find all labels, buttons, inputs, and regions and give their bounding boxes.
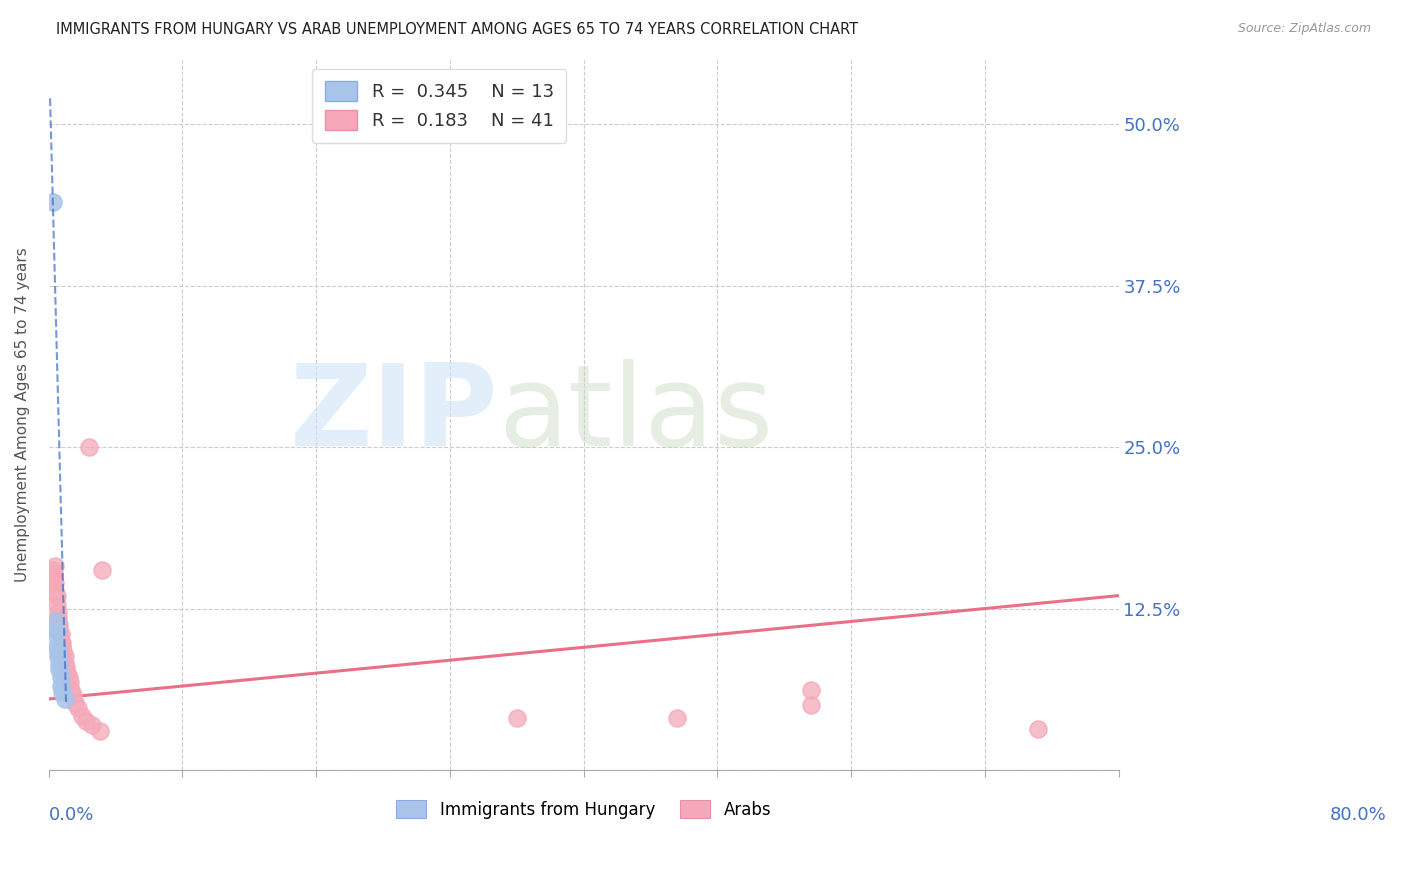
- Point: [46, 610, 69, 624]
- Point: [46, 644, 69, 658]
- Point: [51, 636, 73, 650]
- Point: [53, 649, 76, 664]
- Point: [62, 688, 84, 702]
- Point: [49, 670, 72, 684]
- Y-axis label: Unemployment Among Ages 65 to 74 years: Unemployment Among Ages 65 to 74 years: [15, 247, 30, 582]
- Text: atlas: atlas: [498, 359, 773, 470]
- Text: Source: ZipAtlas.com: Source: ZipAtlas.com: [1237, 22, 1371, 36]
- Point: [44, 615, 66, 629]
- Point: [1028, 722, 1050, 736]
- Point: [44, 584, 66, 599]
- Point: [60, 682, 83, 697]
- Point: [45, 589, 67, 603]
- Point: [53, 692, 76, 706]
- Point: [77, 440, 100, 454]
- Point: [45, 624, 67, 638]
- Point: [59, 675, 82, 690]
- Point: [56, 666, 79, 681]
- Point: [44, 627, 66, 641]
- Point: [70, 708, 93, 723]
- Point: [45, 640, 67, 655]
- Point: [506, 711, 529, 725]
- Point: [49, 627, 72, 641]
- Point: [800, 698, 823, 713]
- Point: [51, 685, 73, 699]
- Point: [75, 714, 97, 728]
- Point: [44, 575, 66, 590]
- Point: [80, 718, 103, 732]
- Point: [42, 572, 65, 586]
- Point: [48, 618, 70, 632]
- Point: [48, 662, 70, 676]
- Point: [800, 682, 823, 697]
- Point: [46, 649, 69, 664]
- Text: ZIP: ZIP: [290, 359, 498, 470]
- Text: IMMIGRANTS FROM HUNGARY VS ARAB UNEMPLOYMENT AMONG AGES 65 TO 74 YEARS CORRELATI: IMMIGRANTS FROM HUNGARY VS ARAB UNEMPLOY…: [56, 22, 859, 37]
- Point: [42, 194, 65, 209]
- Point: [42, 563, 65, 577]
- Point: [67, 701, 90, 715]
- Legend: Immigrants from Hungary, Arabs: Immigrants from Hungary, Arabs: [389, 794, 778, 826]
- Point: [52, 644, 75, 658]
- Point: [49, 633, 72, 648]
- Point: [91, 563, 114, 577]
- Point: [65, 696, 87, 710]
- Point: [51, 640, 73, 655]
- Point: [48, 624, 70, 638]
- Point: [52, 647, 75, 661]
- Point: [42, 566, 65, 581]
- Text: 80.0%: 80.0%: [1329, 805, 1386, 823]
- Point: [89, 724, 111, 739]
- Point: [666, 711, 689, 725]
- Point: [42, 575, 65, 590]
- Point: [49, 679, 72, 693]
- Point: [46, 606, 69, 620]
- Point: [46, 615, 69, 629]
- Point: [55, 659, 77, 673]
- Point: [44, 558, 66, 573]
- Text: 0.0%: 0.0%: [49, 805, 94, 823]
- Point: [45, 598, 67, 612]
- Point: [48, 657, 70, 671]
- Point: [53, 657, 76, 671]
- Point: [58, 670, 80, 684]
